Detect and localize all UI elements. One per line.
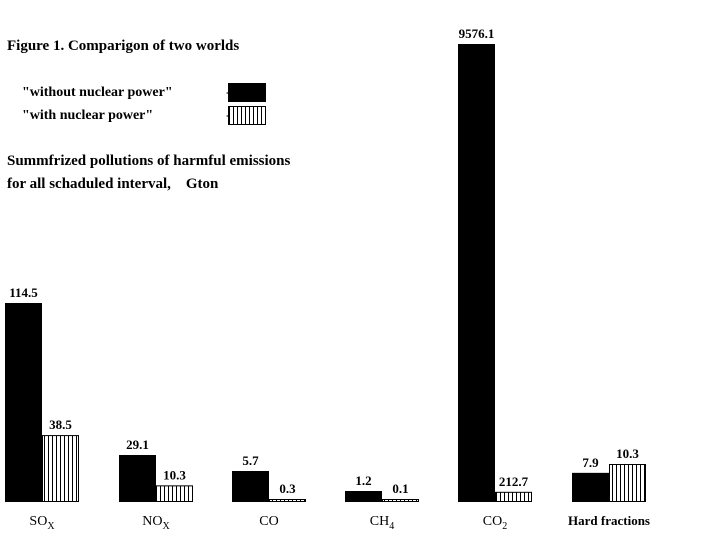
bar-ch4-with-nuclear [382,499,419,502]
bar-co2-without-nuclear [458,44,495,502]
data-label-co-without-nuclear: 5.7 [242,453,259,468]
data-label-nox-without-nuclear: 29.1 [126,437,149,452]
data-label-hard-fractions-without-nuclear: 7.9 [582,455,599,470]
category-label-ch4: CH4 [370,514,394,532]
data-label-sox-with-nuclear: 38.5 [49,417,72,432]
legend-label-with-nuclear: "with nuclear power" [22,108,154,123]
data-label-co2-with-nuclear: 212.7 [499,474,529,489]
bar-co2-with-nuclear [495,491,532,503]
bar-nox-without-nuclear [119,455,156,502]
data-label-co-with-nuclear: 0.3 [279,481,296,496]
bar-co-with-nuclear [269,499,306,502]
data-label-ch4-with-nuclear: 0.1 [392,481,408,496]
legend-swatch-solid [228,83,266,102]
chart-subtitle-line-1: Summfrized pollutions of harmful emissio… [7,153,291,169]
bar-hard-fractions-without-nuclear [572,472,609,503]
bar-co-without-nuclear [232,471,269,502]
data-label-co2-without-nuclear: 9576.1 [459,26,495,41]
data-label-ch4-without-nuclear: 1.2 [355,473,371,488]
legend-swatch-hatched [228,106,266,125]
bar-hard-fractions-with-nuclear [609,464,646,502]
data-label-nox-with-nuclear: 10.3 [163,467,186,482]
category-label-sox: SOX [29,514,55,532]
bar-ch4-without-nuclear [345,491,382,502]
category-label-hard-fractions: Hard fractions [568,513,650,528]
bar-sox-with-nuclear [42,435,79,503]
category-label-nox: NOX [142,514,170,532]
chart-subtitle-line-2: for all schaduled interval, Gton [7,176,219,192]
chart-title: Figure 1. Comparigon of two worlds [7,38,240,54]
bar-nox-with-nuclear [156,485,193,502]
legend-label-without-nuclear: "without nuclear power" [22,85,173,100]
bar-sox-without-nuclear [5,303,42,502]
data-label-hard-fractions-with-nuclear: 10.3 [616,446,639,461]
category-label-co: CO [259,514,278,529]
category-label-co2: CO2 [483,514,507,532]
data-label-sox-without-nuclear: 114.5 [9,285,38,300]
